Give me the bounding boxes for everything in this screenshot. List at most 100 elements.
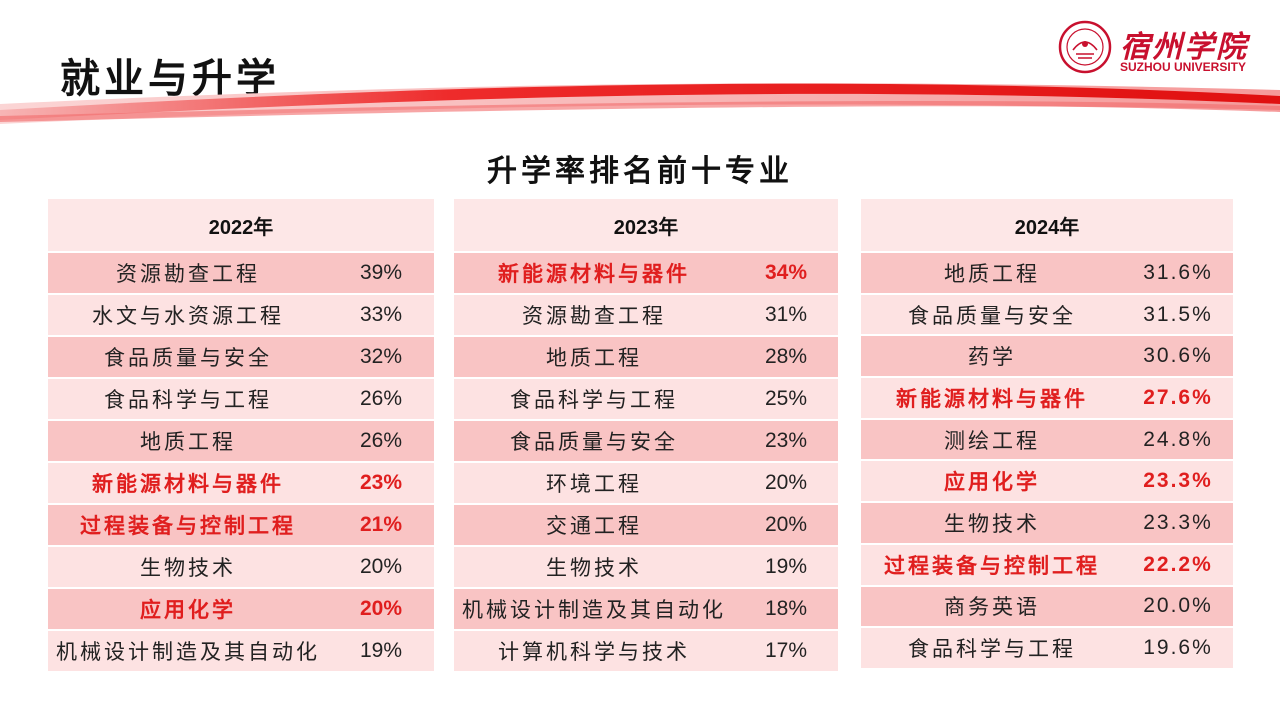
admission-rate: 39% bbox=[328, 252, 434, 295]
table-row: 食品质量与安全 31.5% bbox=[861, 293, 1233, 337]
admission-rate: 26% bbox=[328, 378, 434, 421]
admission-rate: 18% bbox=[734, 588, 838, 631]
table-row: 交通工程 20% bbox=[454, 504, 838, 547]
table-year-header: 2023年 bbox=[454, 199, 838, 253]
table-year-header: 2022年 bbox=[48, 199, 434, 253]
table-row: 地质工程 26% bbox=[48, 420, 434, 463]
ranking-table-2022: 2022年 资源勘查工程 39% 水文与水资源工程 33% 食品质量与安全 32% 食品科学… bbox=[48, 199, 434, 673]
major-name: 地质工程 bbox=[861, 252, 1123, 295]
admission-rate: 30.6% bbox=[1123, 335, 1233, 379]
table-row: 地质工程 28% bbox=[454, 336, 838, 379]
major-name: 食品科学与工程 bbox=[454, 378, 734, 421]
admission-rate: 31% bbox=[734, 294, 838, 337]
major-name: 生物技术 bbox=[861, 502, 1123, 545]
table-row: 机械设计制造及其自动化 18% bbox=[454, 588, 838, 631]
admission-rate: 20% bbox=[328, 588, 434, 631]
admission-rate: 25% bbox=[734, 378, 838, 421]
university-logo: 宿州学院 SUZHOU UNIVERSITY bbox=[1058, 18, 1258, 78]
major-name: 机械设计制造及其自动化 bbox=[48, 630, 328, 673]
table-row: 应用化学 20% bbox=[48, 588, 434, 631]
admission-rate: 20.0% bbox=[1123, 585, 1233, 629]
table-row: 商务英语 20.0% bbox=[861, 585, 1233, 629]
table-row: 生物技术 19% bbox=[454, 546, 838, 589]
table-row: 新能源材料与器件 27.6% bbox=[861, 377, 1233, 420]
admission-rate: 21% bbox=[328, 504, 434, 547]
header-swoosh-decoration bbox=[0, 83, 1280, 124]
table-row: 生物技术 23.3% bbox=[861, 502, 1233, 545]
admission-rate: 24.8% bbox=[1123, 418, 1233, 462]
major-name: 应用化学 bbox=[48, 588, 328, 631]
admission-rate: 20% bbox=[734, 504, 838, 547]
table-row: 测绘工程 24.8% bbox=[861, 418, 1233, 462]
admission-rate: 23% bbox=[734, 420, 838, 463]
table-row: 环境工程 20% bbox=[454, 462, 838, 505]
table-row: 水文与水资源工程 33% bbox=[48, 294, 434, 337]
table-row: 过程装备与控制工程 22.2% bbox=[861, 543, 1233, 587]
admission-rate: 19.6% bbox=[1123, 627, 1233, 670]
major-name: 机械设计制造及其自动化 bbox=[454, 588, 734, 631]
major-name: 水文与水资源工程 bbox=[48, 294, 328, 337]
admission-rate: 19% bbox=[734, 546, 838, 589]
major-name: 地质工程 bbox=[454, 336, 734, 379]
table-row: 食品科学与工程 26% bbox=[48, 378, 434, 421]
major-name: 食品科学与工程 bbox=[48, 378, 328, 421]
major-name: 交通工程 bbox=[454, 504, 734, 547]
major-name: 环境工程 bbox=[454, 462, 734, 505]
admission-rate: 33% bbox=[328, 294, 434, 337]
major-name: 生物技术 bbox=[48, 546, 328, 589]
table-row: 机械设计制造及其自动化 19% bbox=[48, 630, 434, 673]
admission-rate: 17% bbox=[734, 630, 838, 673]
admission-rate: 26% bbox=[328, 420, 434, 463]
section-subtitle: 升学率排名前十专业 bbox=[487, 154, 793, 189]
ranking-table-2024: 2024年 地质工程 31.6% 食品质量与安全 31.5% 药学 30.6% 新能源材料与… bbox=[861, 199, 1233, 670]
major-name: 新能源材料与器件 bbox=[861, 377, 1123, 420]
logo-english-name: SUZHOU UNIVERSITY bbox=[1120, 60, 1247, 74]
admission-rate: 27.6% bbox=[1123, 377, 1233, 420]
admission-rate: 23.3% bbox=[1123, 460, 1233, 504]
major-name: 过程装备与控制工程 bbox=[48, 504, 328, 547]
major-name: 食品质量与安全 bbox=[454, 420, 734, 463]
university-seal-icon bbox=[1058, 20, 1112, 74]
logo-chinese-name: 宿州学院 bbox=[1120, 30, 1248, 65]
major-name: 资源勘查工程 bbox=[48, 252, 328, 295]
major-name: 商务英语 bbox=[861, 585, 1123, 629]
major-name: 食品科学与工程 bbox=[861, 627, 1123, 670]
admission-rate: 20% bbox=[328, 546, 434, 589]
admission-rate: 20% bbox=[734, 462, 838, 505]
major-name: 食品质量与安全 bbox=[861, 293, 1123, 337]
table-row: 新能源材料与器件 34% bbox=[454, 252, 838, 295]
table-row: 生物技术 20% bbox=[48, 546, 434, 589]
major-name: 食品质量与安全 bbox=[48, 336, 328, 379]
admission-rate: 28% bbox=[734, 336, 838, 379]
table-row: 新能源材料与器件 23% bbox=[48, 462, 434, 505]
major-name: 生物技术 bbox=[454, 546, 734, 589]
major-name: 新能源材料与器件 bbox=[48, 462, 328, 505]
ranking-table-2023: 2023年 新能源材料与器件 34% 资源勘查工程 31% 地质工程 28% 食品科学与工程… bbox=[454, 199, 838, 673]
admission-rate: 19% bbox=[328, 630, 434, 673]
table-row: 资源勘查工程 31% bbox=[454, 294, 838, 337]
major-name: 应用化学 bbox=[861, 460, 1123, 504]
admission-rate: 22.2% bbox=[1123, 543, 1233, 587]
major-name: 地质工程 bbox=[48, 420, 328, 463]
table-year-header: 2024年 bbox=[861, 199, 1233, 253]
major-name: 过程装备与控制工程 bbox=[861, 543, 1123, 587]
table-row: 计算机科学与技术 17% bbox=[454, 630, 838, 673]
admission-rate: 23% bbox=[328, 462, 434, 505]
major-name: 计算机科学与技术 bbox=[454, 630, 734, 673]
table-row: 食品质量与安全 23% bbox=[454, 420, 838, 463]
major-name: 药学 bbox=[861, 335, 1123, 379]
major-name: 新能源材料与器件 bbox=[454, 252, 734, 295]
table-row: 食品科学与工程 19.6% bbox=[861, 627, 1233, 670]
table-row: 药学 30.6% bbox=[861, 335, 1233, 379]
table-row: 应用化学 23.3% bbox=[861, 460, 1233, 504]
table-row: 资源勘查工程 39% bbox=[48, 252, 434, 295]
admission-rate: 31.6% bbox=[1123, 252, 1233, 295]
major-name: 资源勘查工程 bbox=[454, 294, 734, 337]
major-name: 测绘工程 bbox=[861, 418, 1123, 462]
table-row: 食品质量与安全 32% bbox=[48, 336, 434, 379]
table-row: 食品科学与工程 25% bbox=[454, 378, 838, 421]
admission-rate: 23.3% bbox=[1123, 502, 1233, 545]
admission-rate: 34% bbox=[734, 252, 838, 295]
admission-rate: 32% bbox=[328, 336, 434, 379]
table-row: 过程装备与控制工程 21% bbox=[48, 504, 434, 547]
